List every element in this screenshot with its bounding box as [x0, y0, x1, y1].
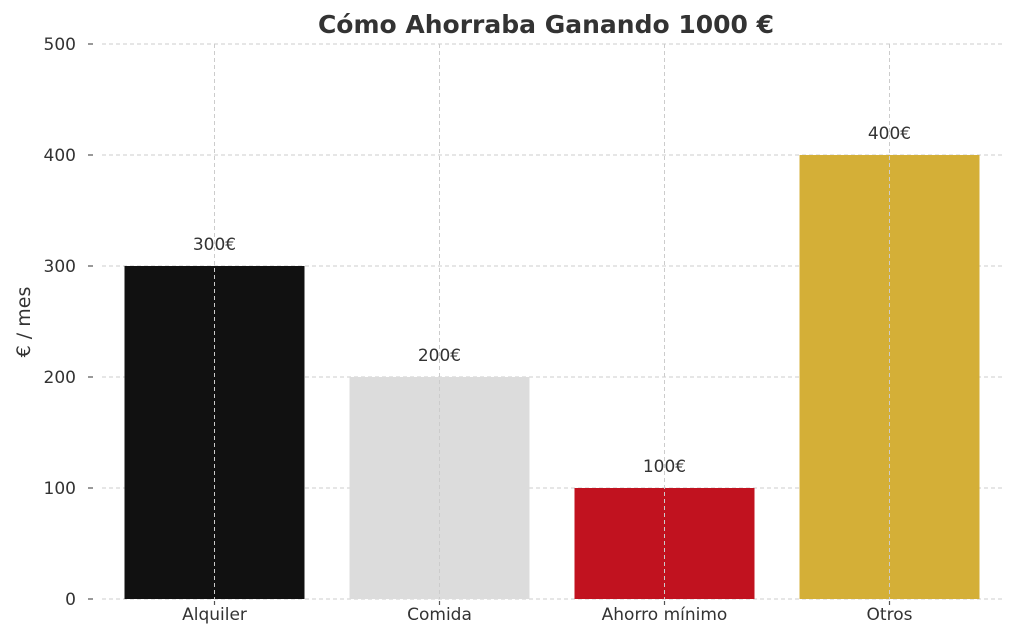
chart-title: Cómo Ahorraba Ganando 1000 € [318, 10, 774, 39]
y-tick-label: 0 [65, 590, 76, 610]
y-tick-label: 200 [44, 368, 76, 388]
data-label: 200€ [418, 346, 461, 366]
data-label: 400€ [868, 124, 911, 144]
data-label: 100€ [643, 457, 686, 477]
data-label: 300€ [193, 235, 236, 255]
y-tick-label: 400 [44, 146, 76, 166]
vgrid-layer [214, 44, 890, 599]
x-tick-label: Comida [407, 605, 472, 625]
y-axis-label: € / mes [13, 287, 35, 358]
x-tick-label: Ahorro mínimo [602, 605, 728, 625]
x-tick-label: Alquiler [182, 605, 247, 625]
y-tick-label: 100 [44, 479, 76, 499]
labels-layer: Alquiler 300€ Comida 200€ Ahorro mínimo 100€ O… [182, 124, 913, 625]
y-tick-label: 500 [44, 35, 76, 55]
y-tick-label: 300 [44, 257, 76, 277]
ticks-layer: 0 100 200 300 400 500 [44, 35, 891, 610]
x-tick-label: Otros [867, 605, 913, 625]
